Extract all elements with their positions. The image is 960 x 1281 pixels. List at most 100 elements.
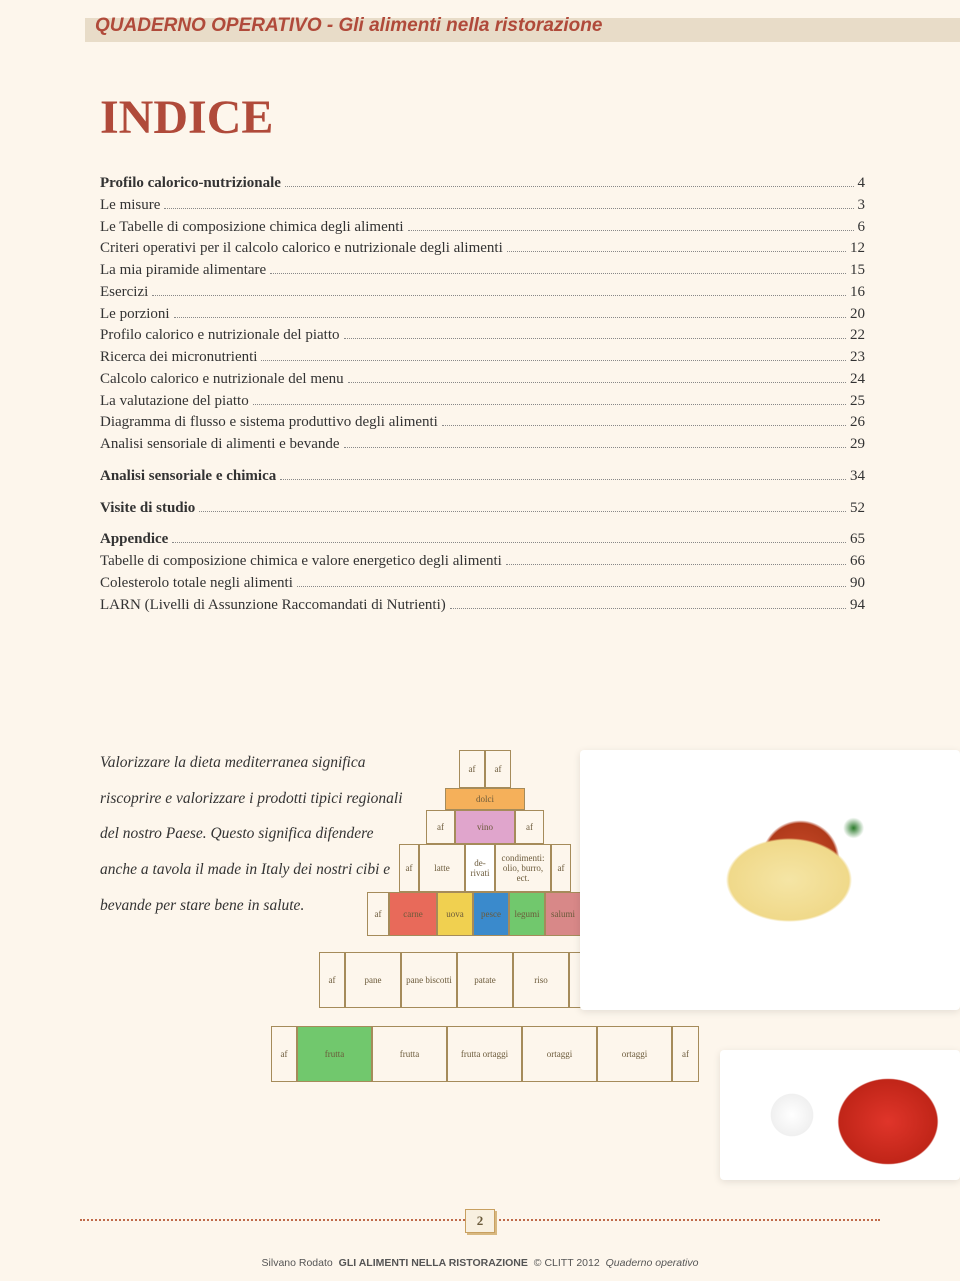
toc-page: 3 (858, 195, 866, 217)
toc-page: 4 (858, 173, 866, 195)
pyramid-row: afcarneuovapescelegumisalumiaf (367, 892, 603, 936)
toc-line: Le porzioni 20 (100, 304, 865, 326)
toc-label: Le misure (100, 195, 160, 217)
pyramid-cell: af (367, 892, 389, 936)
toc-leader-dots (348, 382, 846, 383)
toc-page: 15 (850, 260, 865, 282)
pyramid-cell: af (672, 1026, 699, 1082)
pyramid-row: affruttafruttafrutta ortaggiortaggiortag… (271, 1026, 699, 1082)
pyramid-cell: vino (455, 810, 515, 844)
toc-line: Profilo calorico-nutrizionale 4 (100, 173, 865, 195)
toc-label: Profilo calorico-nutrizionale (100, 173, 281, 195)
toc-page: 22 (850, 325, 865, 347)
toc-label: LARN (Livelli di Assunzione Raccomandati… (100, 595, 446, 617)
toc-page: 25 (850, 391, 865, 413)
pyramid-cell: af (459, 750, 485, 788)
toc-leader-dots (172, 542, 846, 543)
toc-page: 23 (850, 347, 865, 369)
toc-label: Tabelle di composizione chimica e valore… (100, 551, 502, 573)
toc-label: Profilo calorico e nutrizionale del piat… (100, 325, 340, 347)
toc-line: Calcolo calorico e nutrizionale del menu… (100, 369, 865, 391)
toc-line: Criteri operativi per il calcolo caloric… (100, 238, 865, 260)
pyramid-cell: pane (345, 952, 401, 1008)
pyramid-cell: frutta ortaggi (447, 1026, 522, 1082)
pyramid-cell: dolci (445, 788, 525, 810)
pyramid-row: afvinoaf (426, 810, 544, 844)
footer-book-title: GLI ALIMENTI NELLA RISTORAZIONE (339, 1257, 528, 1269)
footer-publisher: © CLITT 2012 (534, 1257, 600, 1269)
pyramid-cell: condimenti: olio, burro, ect. (495, 844, 551, 892)
toc-page: 16 (850, 282, 865, 304)
pyramid-row: afaf (459, 750, 511, 788)
toc-page: 90 (850, 573, 865, 595)
toc-leader-dots (152, 295, 846, 296)
pyramid-row: dolci (445, 788, 525, 810)
toc-line: Ricerca dei micronutrienti23 (100, 347, 865, 369)
pyramid-cell: frutta (372, 1026, 447, 1082)
spaghetti-photo (580, 750, 960, 1010)
toc-label: Criteri operativi per il calcolo caloric… (100, 238, 503, 260)
toc-leader-dots (344, 447, 846, 448)
pyramid-cell: legumi (509, 892, 545, 936)
toc-label: La mia piramide alimentare (100, 260, 266, 282)
toc-label: Le Tabelle di composizione chimica degli… (100, 217, 404, 239)
toc-leader-dots (297, 586, 846, 587)
toc-page: 66 (850, 551, 865, 573)
toc-line: LARN (Livelli di Assunzione Raccomandati… (100, 595, 865, 617)
tomato-mozzarella-photo (720, 1050, 960, 1180)
toc-page: 65 (850, 529, 865, 551)
toc-page: 12 (850, 238, 865, 260)
toc-line: La valutazione del piatto 25 (100, 391, 865, 413)
toc-page: 24 (850, 369, 865, 391)
pyramid-cell: af (319, 952, 345, 1008)
pyramid-cell: af (399, 844, 419, 892)
toc-line: Analisi sensoriale di alimenti e bevande… (100, 434, 865, 456)
toc-label: Diagramma di flusso e sistema produttivo… (100, 412, 438, 434)
pyramid-cell: ortaggi (522, 1026, 597, 1082)
toc-leader-dots (174, 317, 846, 318)
pyramid-cell: af (515, 810, 544, 844)
toc-line: Profilo calorico e nutrizionale del piat… (100, 325, 865, 347)
toc-label: Colesterolo totale negli alimenti (100, 573, 293, 595)
toc-label: Esercizi (100, 282, 148, 304)
toc-leader-dots (408, 230, 854, 231)
pyramid-cell: af (426, 810, 455, 844)
pyramid-row: aflattede-rivaticondimenti: olio, burro,… (399, 844, 571, 892)
toc-leader-dots (253, 404, 846, 405)
toc-leader-dots (199, 511, 846, 512)
toc-line: Le Tabelle di composizione chimica degli… (100, 217, 865, 239)
toc-line: Colesterolo totale negli alimenti 90 (100, 573, 865, 595)
toc-page: 29 (850, 434, 865, 456)
pyramid-cell: patate (457, 952, 513, 1008)
toc-leader-dots (280, 479, 846, 480)
header-title: QUADERNO OPERATIVO - Gli alimenti nella … (95, 15, 602, 37)
pyramid-cell: latte (419, 844, 465, 892)
footer-doc-type: Quaderno operativo (606, 1257, 699, 1269)
toc-page: 52 (850, 498, 865, 520)
toc-leader-dots (270, 273, 846, 274)
toc-leader-dots (285, 186, 854, 187)
toc-page: 34 (850, 466, 865, 488)
footer-author: Silvano Rodato (262, 1257, 333, 1269)
pyramid-cell: riso (513, 952, 569, 1008)
toc-leader-dots (261, 360, 846, 361)
toc-label: Visite di studio (100, 498, 195, 520)
toc-leader-dots (442, 425, 846, 426)
toc-label: Analisi sensoriale e chimica (100, 466, 276, 488)
toc-line: Esercizi 16 (100, 282, 865, 304)
toc-page: 26 (850, 412, 865, 434)
page-number-box: 2 (465, 1209, 495, 1233)
toc-line: Tabelle di composizione chimica e valore… (100, 551, 865, 573)
toc-container: Profilo calorico-nutrizionale 4 Le misure 3… (100, 173, 865, 616)
toc-label: La valutazione del piatto (100, 391, 249, 413)
toc-label: Le porzioni (100, 304, 170, 326)
toc-line: Appendice65 (100, 529, 865, 551)
toc-line: Le misure 3 (100, 195, 865, 217)
toc-page: 6 (858, 217, 866, 239)
content-area: INDICE Profilo calorico-nutrizionale4Le … (100, 90, 865, 616)
toc-page: 94 (850, 595, 865, 617)
pyramid-cell: pesce (473, 892, 509, 936)
footer-text: Silvano Rodato GLI ALIMENTI NELLA RISTOR… (0, 1257, 960, 1269)
toc-page: 20 (850, 304, 865, 326)
pyramid-cell: af (485, 750, 511, 788)
